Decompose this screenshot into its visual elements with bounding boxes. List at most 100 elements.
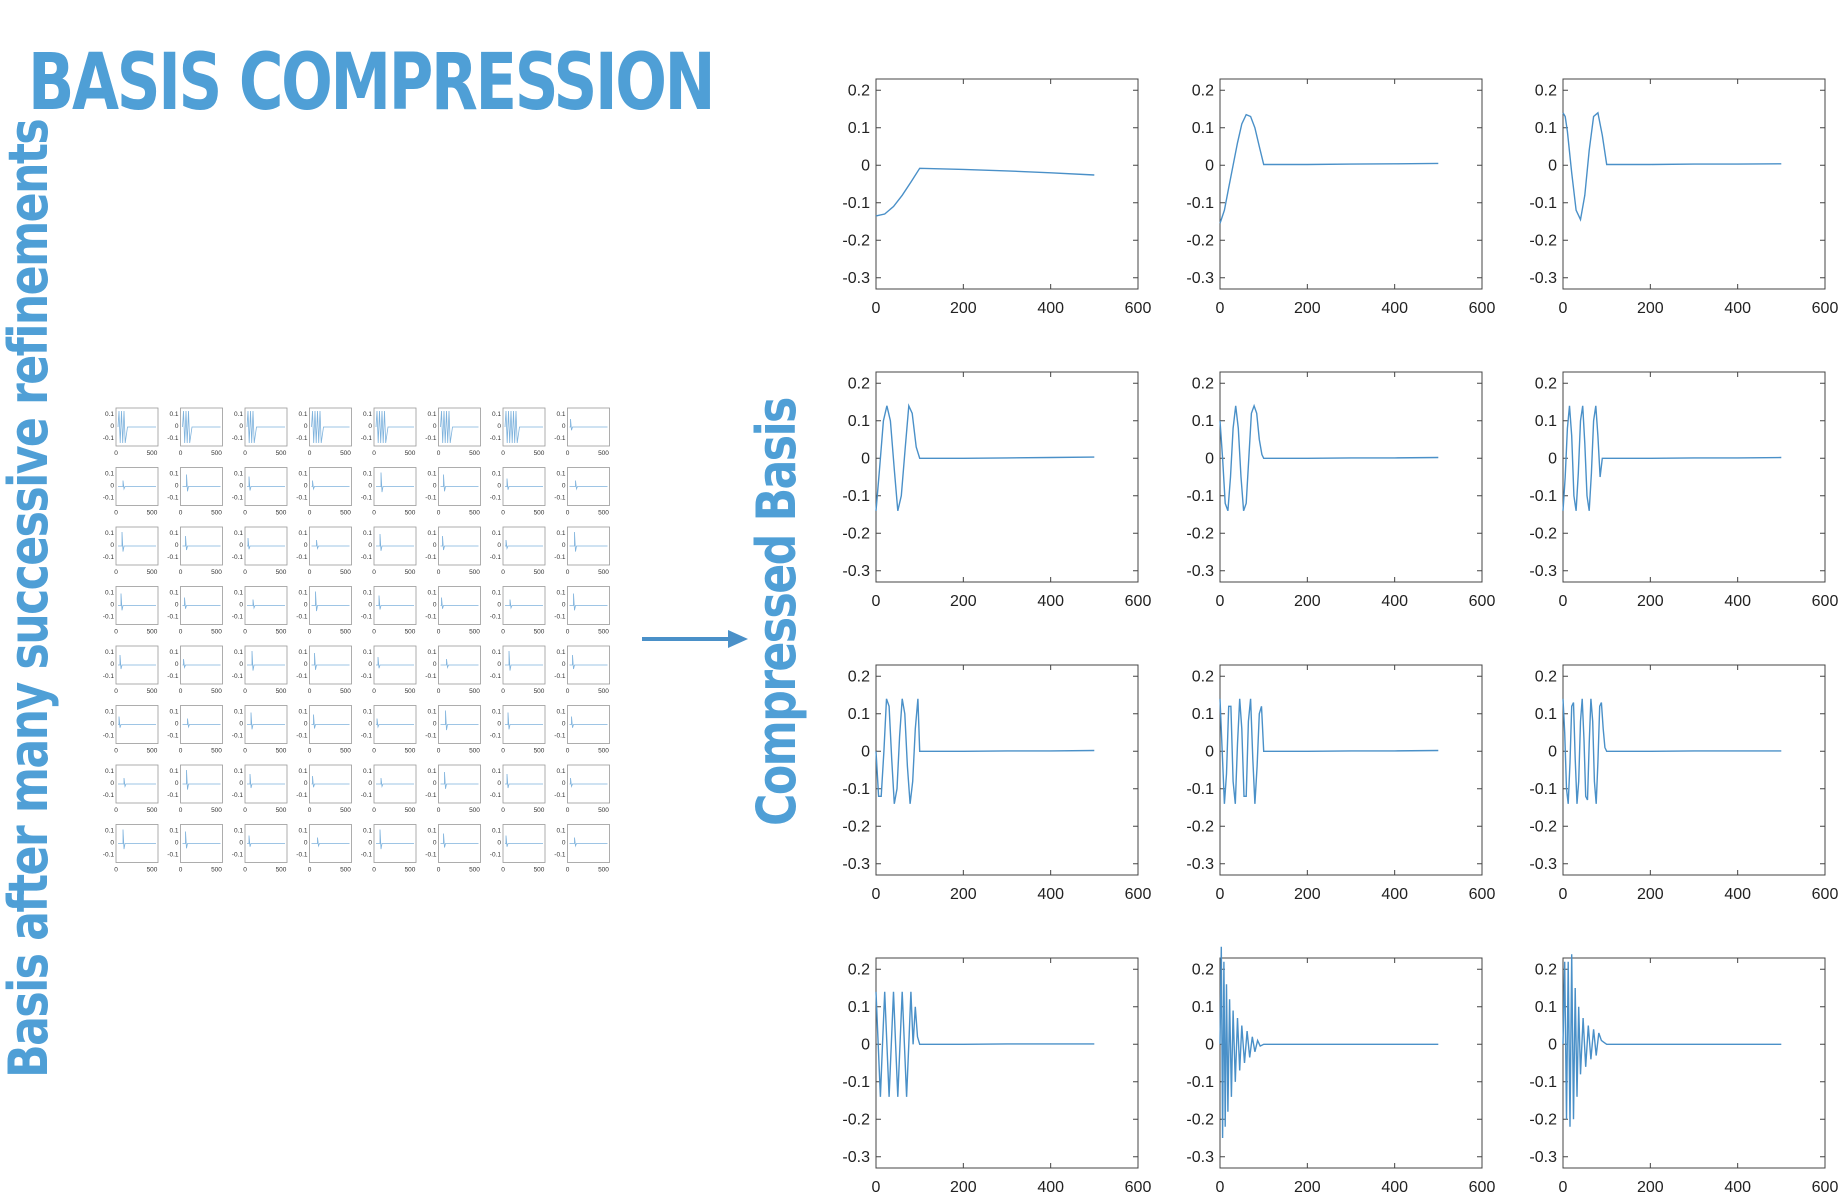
thumbnail-y-tick-label: 0.1 — [105, 590, 114, 597]
thumbnail-series-line — [118, 480, 156, 491]
thumbnail-y-tick-label: 0.1 — [363, 649, 372, 656]
basis-plot-3: 0.20.10-0.1-0.2-0.30 200 400 600 — [1529, 78, 1838, 317]
thumbnail-frame — [567, 764, 610, 804]
thumbnail-series-line — [505, 599, 543, 610]
thumbnail-y-tick-label: 0 — [110, 840, 114, 847]
series-line — [1562, 111, 1782, 222]
thumbnail-y-tick-label: -0.1 — [425, 554, 437, 561]
thumbnail-y-tick-label: -0.1 — [425, 435, 437, 442]
thumbnail-plot-4: 0.1 0 -0.1 0 500 — [296, 407, 352, 457]
thumbnail-y-tick-label: -0.1 — [490, 495, 502, 502]
thumbnail-frame — [438, 526, 481, 566]
thumbnail-frame — [115, 645, 159, 685]
thumbnail-plot-60: 0.1 0 -0.1 0 500 — [296, 824, 352, 874]
thumbnail-series-line — [182, 474, 221, 492]
thumbnail-series-line — [311, 591, 350, 612]
x-tick-label: 200 — [1637, 300, 1664, 317]
thumbnail-y-tick-label: 0.1 — [234, 649, 243, 656]
y-tick-label: 0.2 — [848, 668, 870, 685]
series-line — [875, 403, 1095, 511]
y-tick-label: 0 — [1548, 743, 1557, 760]
thumbnail-x-tick-label: 0 — [566, 807, 570, 814]
thumbnail-x-tick-label: 500 — [340, 569, 351, 576]
thumbnail-plot-5: 0.1 0 -0.1 0 500 — [361, 407, 417, 457]
thumbnail-y-tick-label: 0.1 — [492, 709, 501, 716]
thumbnail-series-line — [569, 418, 608, 431]
thumbnail-y-tick-label: 0 — [239, 661, 243, 668]
thumbnail-series-line — [182, 718, 221, 729]
thumbnail-x-tick-label: 0 — [179, 748, 183, 755]
thumbnail-y-tick-label: 0 — [433, 780, 437, 787]
thumbnail-x-tick-label: 500 — [340, 629, 351, 636]
thumbnail-frame — [115, 824, 159, 863]
thumbnail-frame — [115, 586, 159, 625]
thumbnail-y-tick-label: -0.1 — [361, 792, 373, 799]
thumbnail-series-line — [182, 597, 221, 609]
y-tick-label: -0.1 — [1186, 781, 1214, 798]
thumbnail-frame — [115, 407, 159, 447]
thumbnail-plot-3: 0.1 0 -0.1 0 500 — [232, 407, 288, 457]
thumbnail-series-line — [118, 531, 156, 552]
thumbnail-y-tick-label: -0.1 — [425, 733, 437, 740]
thumbnail-x-tick-label: 0 — [114, 688, 118, 695]
thumbnail-y-tick-label: 0 — [175, 542, 179, 549]
thumbnail-x-tick-label: 0 — [372, 569, 376, 576]
y-tick-label: -0.1 — [1186, 1074, 1214, 1091]
x-tick-label: 400 — [1724, 300, 1751, 317]
thumbnail-frame — [244, 586, 288, 625]
thumbnail-series-line — [311, 714, 350, 729]
thumbnail-x-tick-label: 500 — [405, 748, 416, 755]
thumbnail-x-tick-label: 500 — [405, 450, 416, 457]
thumbnail-x-tick-label: 500 — [276, 629, 287, 636]
x-tick-label: 0 — [1559, 1179, 1568, 1196]
thumbnail-series-line — [246, 410, 285, 444]
basis-plot-10: 0.20.10-0.1-0.2-0.30 200 400 600 — [842, 957, 1151, 1196]
thumbnail-y-tick-label: 0 — [497, 483, 501, 490]
thumbnail-y-tick-label: -0.1 — [232, 733, 244, 740]
thumbnail-x-tick-label: 500 — [534, 867, 545, 874]
thumbnail-x-tick-label: 0 — [243, 748, 247, 755]
thumbnail-y-tick-label: 0 — [175, 483, 179, 490]
thumbnail-y-tick-label: -0.1 — [232, 852, 244, 859]
y-tick-label: -0.2 — [842, 818, 870, 835]
thumbnail-x-tick-label: 500 — [598, 807, 609, 814]
thumbnail-y-tick-label: 0 — [239, 780, 243, 787]
y-tick-label: -0.3 — [842, 1149, 870, 1166]
thumbnail-y-tick-label: 0 — [175, 780, 179, 787]
thumbnail-y-tick-label: 0 — [110, 542, 114, 549]
x-tick-label: 600 — [1812, 886, 1839, 903]
y-tick-label: 0 — [861, 450, 870, 467]
thumbnail-x-tick-label: 500 — [211, 807, 222, 814]
thumbnail-plot-20: 0.1 0 -0.1 0 500 — [296, 526, 352, 576]
thumbnail-series-line — [311, 539, 350, 550]
thumbnail-y-tick-label: 0.1 — [427, 709, 436, 716]
thumbnail-y-tick-label: 0.1 — [234, 530, 243, 537]
thumbnail-y-tick-label: -0.1 — [167, 852, 179, 859]
thumbnail-y-tick-label: 0 — [562, 483, 566, 490]
x-tick-label: 400 — [1724, 1179, 1751, 1196]
thumbnail-plot-9: 0.1 0 -0.1 0 500 — [103, 467, 159, 517]
thumbnail-y-tick-label: 0.1 — [427, 411, 436, 418]
thumbnail-x-tick-label: 0 — [437, 629, 441, 636]
thumbnail-x-tick-label: 500 — [405, 807, 416, 814]
thumbnail-y-tick-label: -0.1 — [167, 733, 179, 740]
y-tick-label: 0 — [1548, 1036, 1557, 1053]
thumbnail-y-tick-label: -0.1 — [425, 614, 437, 621]
y-tick-label: -0.3 — [1529, 563, 1557, 580]
thumbnail-series-line — [182, 410, 221, 444]
x-tick-label: 400 — [1381, 593, 1408, 610]
thumbnail-series-line — [569, 480, 608, 491]
y-tick-label: -0.1 — [1529, 781, 1557, 798]
thumbnail-y-tick-label: 0.1 — [363, 590, 372, 597]
thumbnail-y-tick-label: 0 — [368, 780, 372, 787]
thumbnail-plot-16: 0.1 0 -0.1 0 500 — [554, 467, 610, 517]
thumbnail-y-tick-label: 0 — [239, 840, 243, 847]
thumbnail-series-line — [376, 595, 414, 610]
thumbnail-frame — [244, 407, 288, 447]
thumbnail-frame — [115, 764, 159, 804]
y-tick-label: 0.1 — [848, 413, 870, 430]
x-tick-label: 0 — [1216, 1179, 1225, 1196]
thumbnail-x-tick-label: 0 — [308, 688, 312, 695]
thumbnail-y-tick-label: -0.1 — [554, 435, 566, 442]
series-line — [1219, 113, 1439, 224]
